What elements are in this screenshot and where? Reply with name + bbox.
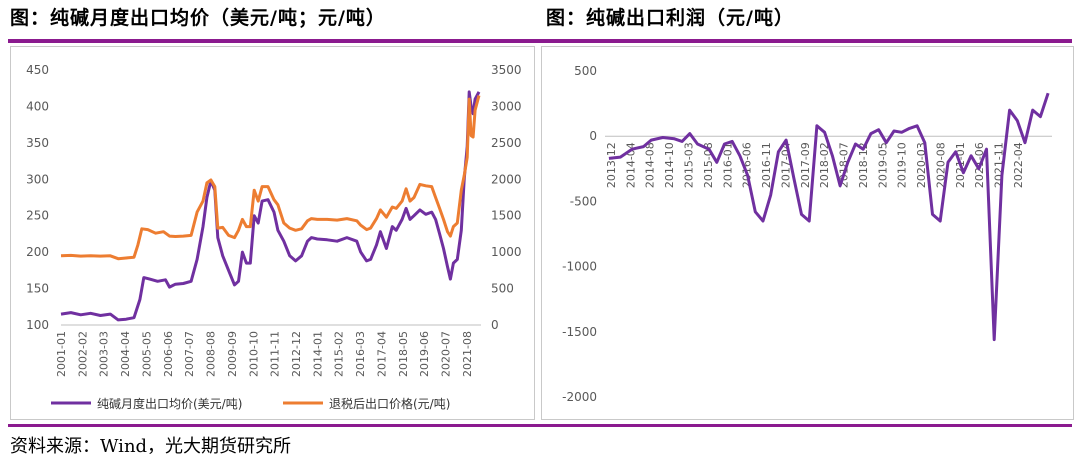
x-tick-label: 2013-12 (605, 142, 618, 188)
y-right-tick-label: 0 (491, 318, 499, 332)
x-tick-label: 2007-07 (183, 331, 196, 377)
y-left-tick-label: 100 (26, 318, 49, 332)
y-left-tick-label: 350 (26, 136, 49, 150)
x-tick-label: 2005-05 (140, 331, 153, 377)
x-tick-label: 2017-04 (375, 331, 388, 377)
x-tick-label: 2011-11 (269, 331, 282, 377)
x-tick-label: 2020-08 (934, 142, 947, 188)
legend-label: 退税后出口价格(元/吨) (329, 396, 450, 411)
y-left-tick-label: 400 (26, 99, 49, 113)
rmb-price-series-line (60, 95, 481, 261)
x-tick-label: 2019-10 (896, 142, 909, 188)
x-tick-label: 2019-05 (876, 142, 889, 188)
x-tick-label: 2016-03 (354, 331, 367, 377)
x-tick-label: 2010-10 (247, 331, 260, 377)
x-tick-label: 2018-02 (818, 142, 831, 188)
y-right-tick-label: 1500 (491, 209, 522, 223)
x-tick-label: 2022-04 (1012, 142, 1025, 188)
bottom-divider (8, 424, 1072, 427)
x-tick-label: 2016-11 (760, 142, 773, 188)
y-tick-label: -1000 (562, 260, 597, 274)
source-note: 资料来源：Wind，光大期货研究所 (10, 436, 292, 457)
x-tick-label: 2014-10 (663, 142, 676, 188)
x-tick-label: 2009-09 (226, 331, 239, 377)
x-tick-label: 2018-07 (838, 142, 851, 188)
x-tick-label: 2016-01 (721, 142, 734, 188)
profit-series-line (608, 92, 1050, 342)
price-chart: 100 150 200 250 300 350 400 450 0 500 1000 1500 2000… (26, 63, 522, 411)
y-left-tick-label: 300 (26, 172, 49, 186)
y-tick-label: 0 (589, 129, 597, 143)
x-tick-label: 2014-01 (311, 331, 324, 377)
y-tick-label: -2000 (562, 390, 597, 404)
x-tick-label: 2017-09 (799, 142, 812, 188)
y-tick-label: -500 (570, 194, 597, 208)
top-divider (8, 39, 1072, 43)
x-tick-label: 2006-06 (162, 331, 175, 377)
x-tick-label: 2002-02 (76, 331, 89, 377)
y-left-tick-label: 450 (26, 63, 49, 77)
y-right-tick-label: 500 (491, 282, 514, 296)
y-left-tick-label: 150 (26, 282, 49, 296)
y-right-tick-label: 3500 (491, 63, 522, 77)
y-left-tick-label: 200 (26, 245, 49, 259)
x-tick-label: 2014-08 (644, 142, 657, 188)
y-left-tick-label: 250 (26, 209, 49, 223)
x-tick-label: 2015-02 (333, 331, 346, 377)
x-tick-label: 2003-03 (98, 331, 111, 377)
x-tick-label: 2008-08 (205, 331, 218, 377)
y-right-tick-label: 2500 (491, 136, 522, 150)
x-tick-label: 2001-01 (55, 331, 68, 377)
x-tick-label: 2020-07 (440, 331, 453, 377)
x-tick-label: 2021-08 (461, 331, 474, 377)
right-chart-title: 图：纯碱出口利润（元/吨） (546, 7, 794, 29)
y-right-tick-label: 3000 (491, 99, 522, 113)
y-right-tick-label: 1000 (491, 245, 522, 259)
x-tick-label: 2015-03 (683, 142, 696, 188)
left-chart-title: 图：纯碱月度出口均价（美元/吨；元/吨） (10, 7, 386, 29)
y-tick-label: -1500 (562, 325, 597, 339)
usd-price-series-line (60, 90, 481, 322)
x-tick-label: 2004-04 (119, 331, 132, 377)
x-tick-label: 2018-12 (857, 142, 870, 188)
x-tick-label: 2018-05 (397, 331, 410, 377)
x-tick-label: 2019-06 (418, 331, 431, 377)
y-tick-label: 500 (574, 64, 597, 78)
left-chart-panel: 100 150 200 250 300 350 400 450 0 500 1000 1500 2000… (10, 46, 535, 420)
right-chart-panel: -2000 -1500 -1000 -500 0 500 2013-12 2014-04 201… (541, 46, 1074, 420)
x-tick-label: 2016-06 (741, 142, 754, 188)
legend-label: 纯碱月度出口均价(美元/吨) (97, 396, 242, 411)
y-right-tick-label: 2000 (491, 172, 522, 186)
x-tick-label: 2012-12 (290, 331, 303, 377)
